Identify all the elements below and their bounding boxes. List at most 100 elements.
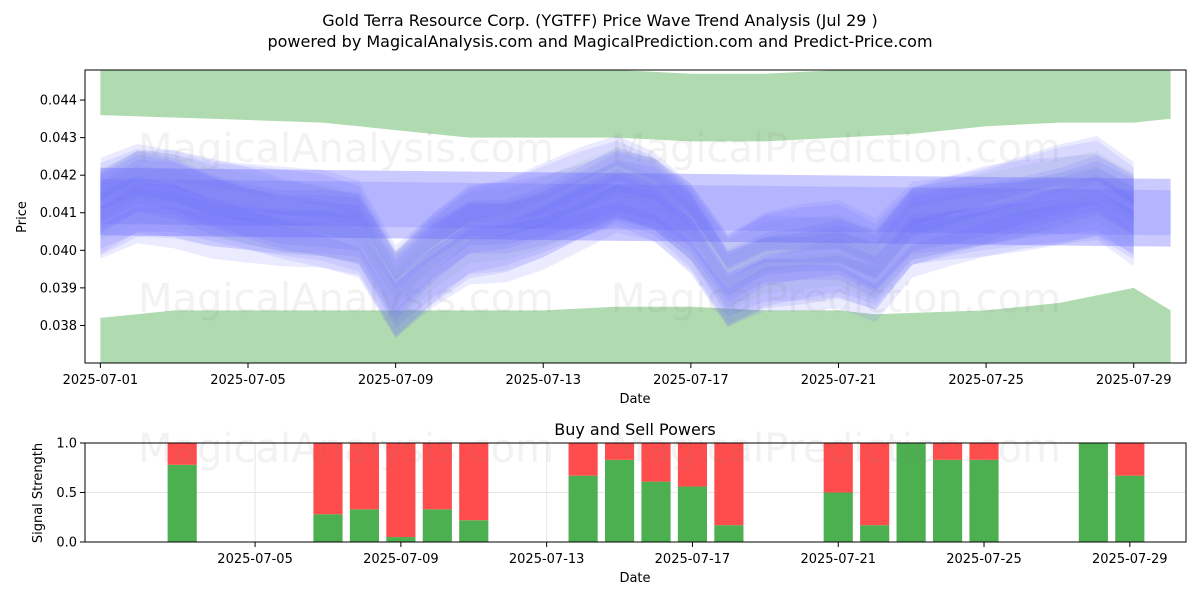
price-bands-layer <box>100 70 1171 363</box>
buy-bar <box>604 459 635 542</box>
price-y-tick-label: 0.039 <box>40 281 77 296</box>
signal-x-tick-label: 2025-07-21 <box>800 552 876 567</box>
buy-bar <box>349 509 380 542</box>
signal-y-tick-label: 1.0 <box>56 437 77 452</box>
sell-bar <box>459 443 489 521</box>
signal-x-axis: 2025-07-05 2025-07-09 2025-07-13 2025-07-17… <box>217 542 1168 567</box>
price-y-axis: 0.038 0.039 0.040 0.041 0.042 0.043 0.044 <box>40 94 85 334</box>
price-x-tick-label: 2025-07-09 <box>358 373 434 388</box>
price-wave-band <box>100 169 1134 338</box>
signal-panel-title: Buy and Sell Powers <box>554 420 716 439</box>
sell-bar <box>677 443 708 487</box>
sell-bar <box>641 443 671 482</box>
watermark-analysis-bottom: MagicalAnalysis.com <box>138 426 554 472</box>
price-y-tick-label: 0.042 <box>40 169 77 184</box>
price-y-tick-label: 0.038 <box>40 319 77 334</box>
price-wave-band <box>100 173 1134 328</box>
signal-x-axis-label: Date <box>619 571 650 586</box>
price-x-tick-label: 2025-07-13 <box>505 373 581 388</box>
upper-envelope-band <box>100 70 1171 142</box>
buy-bar <box>969 459 999 542</box>
signal-y-tick-label: 0.5 <box>56 486 77 501</box>
price-x-tick-label: 2025-07-21 <box>801 373 877 388</box>
price-wave-band <box>100 152 1134 279</box>
sell-bar <box>568 443 598 476</box>
buy-bar <box>459 520 489 542</box>
buy-bar <box>386 537 416 542</box>
price-x-tick-label: 2025-07-05 <box>210 373 286 388</box>
chart-subtitle: powered by MagicalAnalysis.com and Magic… <box>267 32 932 51</box>
price-wave-band <box>100 140 1134 281</box>
signal-y-axis-label: Signal Strength <box>31 443 46 543</box>
buy-bar <box>568 475 598 542</box>
price-panel: MagicalAnalysis.com MagicalPrediction.co… <box>15 69 1187 407</box>
sell-bar <box>349 443 380 510</box>
watermark-prediction-mid: MagicalPrediction.com <box>611 276 1061 322</box>
watermark-analysis-mid: MagicalAnalysis.com <box>138 276 554 322</box>
buy-bar <box>714 525 744 542</box>
price-plot-frame <box>84 69 1187 364</box>
buy-bar <box>422 509 452 542</box>
price-y-tick-label: 0.044 <box>40 94 77 109</box>
signal-bars-layer <box>167 443 1145 542</box>
watermark-analysis-top: MagicalAnalysis.com <box>138 126 554 172</box>
buy-bar <box>823 492 853 542</box>
sell-bar <box>969 443 999 460</box>
signal-x-tick-label: 2025-07-09 <box>363 552 439 567</box>
signal-x-tick-label: 2025-07-05 <box>217 552 293 567</box>
signal-x-tick-label: 2025-07-17 <box>655 552 731 567</box>
green-wave-shadow <box>100 162 1134 301</box>
sell-bar <box>860 443 890 526</box>
sell-bar <box>714 443 744 526</box>
sell-bar <box>1115 443 1145 476</box>
price-wave-band <box>100 183 1134 308</box>
green-wave-shadow <box>100 147 1134 286</box>
signal-y-tick-label: 0.0 <box>56 536 77 551</box>
signal-y-axis: 0.0 0.5 1.0 <box>56 437 85 551</box>
mean-band-inner <box>100 178 1171 236</box>
price-x-axis: 2025-07-01 2025-07-05 2025-07-09 2025-07-13… <box>63 363 1172 388</box>
price-y-tick-label: 0.040 <box>40 244 77 259</box>
buy-bar <box>860 525 890 542</box>
price-x-tick-label: 2025-07-17 <box>653 373 729 388</box>
sell-bar <box>422 443 452 510</box>
price-x-tick-label: 2025-07-29 <box>1096 373 1172 388</box>
buy-bar <box>167 464 197 542</box>
signal-x-tick-label: 2025-07-13 <box>509 552 585 567</box>
signal-x-tick-label: 2025-07-25 <box>946 552 1022 567</box>
price-wave-band <box>100 147 1134 290</box>
buy-bar <box>932 459 963 542</box>
signal-watermarks: MagicalAnalysis.com MagicalPrediction.co… <box>138 426 1061 472</box>
buy-bar <box>677 486 708 542</box>
signal-panel: Buy and Sell Powers MagicalAnalysis.com … <box>31 420 1187 586</box>
lower-envelope-band <box>100 287 1171 363</box>
buy-bar <box>1115 475 1145 542</box>
sell-bar <box>823 443 853 493</box>
price-y-tick-label: 0.043 <box>40 131 77 146</box>
buy-bar <box>896 443 926 542</box>
price-y-axis-label: Price <box>15 201 30 233</box>
green-wave-shadow <box>100 184 1134 324</box>
sell-bar <box>386 443 416 538</box>
sell-bar <box>313 443 343 515</box>
price-wave-band <box>100 201 1134 339</box>
price-x-tick-label: 2025-07-01 <box>63 373 139 388</box>
buy-bar <box>313 514 343 542</box>
buy-bar <box>641 481 671 542</box>
price-x-axis-label: Date <box>619 392 650 407</box>
sell-bar <box>167 443 197 465</box>
watermark-prediction-top: MagicalPrediction.com <box>611 126 1061 172</box>
sell-bar <box>604 443 635 460</box>
price-wave-band <box>100 135 1134 336</box>
sell-bar <box>932 443 963 460</box>
price-x-tick-label: 2025-07-25 <box>948 373 1024 388</box>
buy-bar <box>1078 443 1108 542</box>
price-wave-band <box>100 149 1134 321</box>
price-wave-band <box>100 159 1134 314</box>
chart-title: Gold Terra Resource Corp. (YGTFF) Price … <box>322 11 878 30</box>
signal-x-tick-label: 2025-07-29 <box>1092 552 1168 567</box>
watermark-prediction-bottom: MagicalPrediction.com <box>611 426 1061 472</box>
price-watermarks: MagicalAnalysis.com MagicalPrediction.co… <box>138 126 1061 322</box>
mean-band <box>100 167 1171 247</box>
